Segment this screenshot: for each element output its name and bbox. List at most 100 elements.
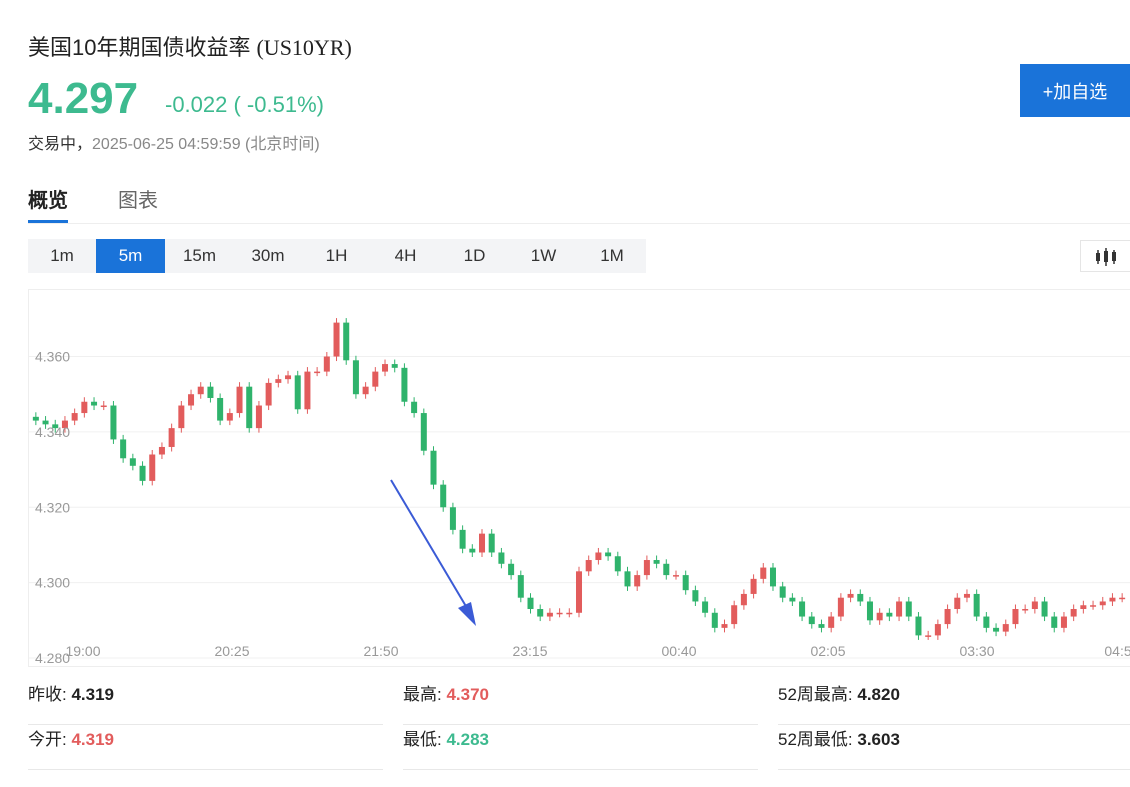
candle: [527, 593, 534, 614]
candle: [672, 570, 679, 580]
stat-open: 今开: 4.319: [28, 725, 383, 770]
price-chart[interactable]: 4.360 4.340 4.320 4.300 4.280 19:00 20:25 21:50…: [28, 289, 1130, 667]
down-trend-arrow: [390, 479, 476, 626]
candle: [255, 400, 262, 433]
timestamp: 2025-06-25 04:59:59: [92, 136, 241, 153]
candle: [226, 408, 233, 426]
candle: [333, 318, 340, 362]
stat-prev-close: 昨收: 4.319: [28, 680, 383, 725]
candle: [760, 563, 767, 584]
candle: [925, 630, 932, 640]
candle: [915, 612, 922, 640]
candle: [71, 408, 78, 426]
candle: [575, 566, 583, 618]
stat-high-label: 最高:: [403, 685, 442, 704]
stat-52w-high: 52周最高: 4.820: [778, 680, 1130, 725]
x-tick-label: 23:15: [512, 643, 547, 659]
candle: [217, 393, 224, 426]
candle: [750, 574, 757, 599]
stat-52w-low-value: 3.603: [857, 730, 900, 749]
candle: [789, 593, 796, 606]
x-tick-label: 20:25: [214, 643, 249, 659]
candle: [1099, 596, 1106, 610]
interval-30m[interactable]: 30m: [251, 246, 285, 265]
candle: [1022, 604, 1029, 614]
candle: [857, 589, 864, 606]
instrument-name: 美国10年期国债收益率: [28, 35, 251, 60]
candle: [469, 544, 476, 558]
candle: [91, 397, 98, 411]
add-watchlist-button[interactable]: +加自选: [1020, 64, 1130, 117]
candle: [731, 600, 738, 629]
candle: [1090, 600, 1097, 610]
candle: [1012, 604, 1019, 629]
stat-low-value: 4.283: [446, 730, 490, 749]
candle: [420, 408, 427, 456]
interval-1d[interactable]: 1D: [463, 246, 486, 265]
interval-4h[interactable]: 4H: [394, 246, 417, 265]
candle: [634, 570, 641, 591]
candle: [197, 382, 204, 399]
candle: [158, 442, 165, 460]
interval-5m[interactable]: 5m: [96, 239, 165, 273]
candle: [479, 529, 486, 558]
candle: [886, 608, 893, 622]
candle: [905, 596, 912, 622]
candle: [430, 446, 437, 490]
candle: [779, 581, 786, 603]
candle: [934, 619, 941, 640]
candle: [294, 370, 301, 414]
interval-15m[interactable]: 15m: [182, 246, 217, 265]
tab-chart[interactable]: 图表: [118, 190, 158, 212]
candle: [546, 608, 553, 622]
candle: [352, 355, 359, 399]
tab-bar: 概览 图表: [28, 180, 1130, 224]
candle: [663, 559, 670, 580]
candle: [304, 367, 311, 414]
y-tick-label: 4.320: [35, 499, 70, 515]
interval-1m-month[interactable]: 1M: [600, 246, 624, 265]
candle: [973, 589, 980, 622]
tab-overview[interactable]: 概览: [28, 184, 68, 223]
candle: [139, 461, 146, 486]
y-tick-label: 4.300: [35, 575, 70, 591]
candle: [702, 596, 709, 618]
candlestick-icon: [1096, 248, 1116, 266]
candle: [566, 608, 573, 618]
candle: [954, 593, 961, 614]
candle: [265, 378, 272, 411]
candle: [1031, 596, 1038, 614]
y-tick-label: 4.340: [35, 424, 70, 440]
candle: [1070, 604, 1077, 622]
instrument-code: (US10YR): [256, 35, 352, 60]
candle: [983, 612, 990, 633]
interval-1w[interactable]: 1W: [530, 246, 557, 265]
candle: [411, 397, 418, 418]
candle: [449, 502, 456, 535]
interval-1h[interactable]: 1H: [325, 246, 348, 265]
candle: [285, 370, 292, 384]
candle: [556, 608, 563, 618]
candle: [537, 604, 544, 622]
candle: [100, 400, 107, 411]
candle: [401, 363, 408, 407]
stat-52w-high-label: 52周最高:: [778, 685, 853, 704]
candle: [517, 570, 524, 603]
chart-type-button[interactable]: [1080, 240, 1130, 272]
candle: [323, 352, 330, 377]
candle: [440, 480, 447, 512]
interval-1m[interactable]: 1m: [50, 246, 74, 265]
y-tick-label: 4.360: [35, 349, 70, 365]
candle: [1109, 593, 1116, 606]
stat-low: 最低: 4.283: [403, 725, 758, 770]
candle: [595, 547, 602, 565]
candle: [32, 412, 39, 426]
candle: [808, 612, 815, 629]
candle: [585, 555, 592, 576]
x-tick-label: 03:30: [959, 643, 994, 659]
candle: [508, 559, 515, 580]
page-title: 美国10年期国债收益率 (US10YR): [28, 30, 352, 62]
price-change: -0.022 ( -0.51%): [165, 92, 324, 117]
x-tick-label: 19:00: [65, 643, 100, 659]
candle: [624, 566, 631, 591]
